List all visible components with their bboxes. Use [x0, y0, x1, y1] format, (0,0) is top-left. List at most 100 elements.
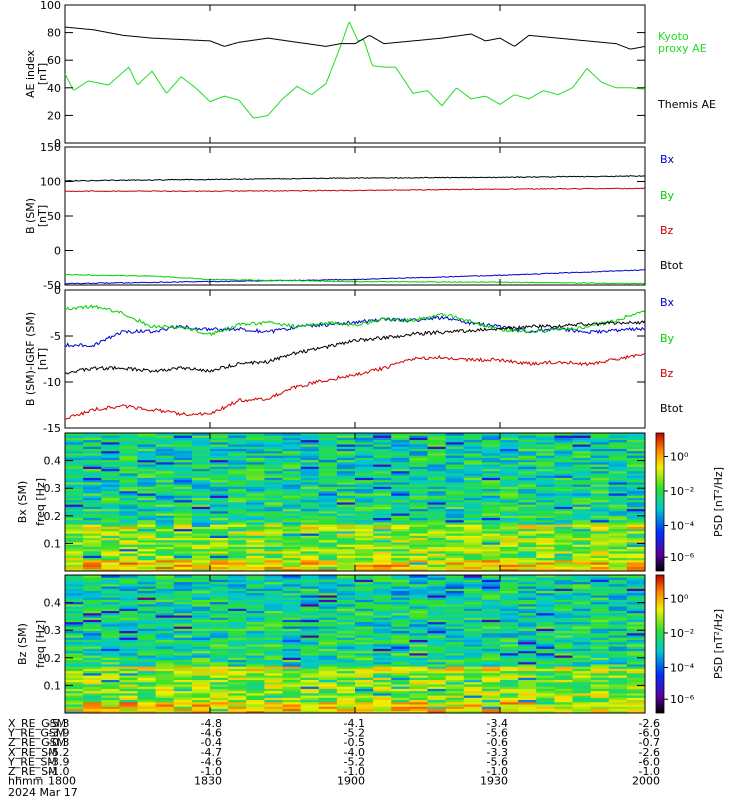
spectrogram-cell [137, 699, 157, 703]
spectrogram-cell [336, 708, 356, 712]
spectrogram-cell [155, 477, 175, 481]
spectrogram-cell [445, 668, 465, 672]
spectrogram-cell [137, 599, 157, 603]
series-line-3 [64, 320, 646, 375]
spectrogram-cell [264, 692, 283, 696]
spectrogram-cell [626, 510, 646, 514]
spectrogram-cell [300, 526, 320, 530]
spectrogram-cell [355, 433, 374, 436]
spectrogram-cell [65, 444, 84, 447]
spectrogram-cell [65, 641, 84, 645]
spectrogram-cell [427, 690, 447, 694]
spectrogram-cell [445, 437, 465, 441]
spectrogram-cell [554, 619, 573, 623]
spectrogram-cell [590, 504, 610, 507]
spectrogram-cell [191, 553, 211, 556]
spectrogram-cell [282, 519, 302, 523]
spectrogram-cell [318, 455, 338, 458]
spectrogram-cell [463, 646, 483, 649]
spectrogram-cell [536, 608, 555, 612]
spectrogram-cell [481, 632, 501, 636]
spectrogram-cell [282, 555, 302, 559]
spectrogram-cell [355, 528, 374, 532]
spectrogram-cell [536, 641, 555, 645]
spectrogram-cell [155, 690, 175, 694]
spectrogram-cell [463, 548, 483, 552]
spectrogram-cell [373, 468, 392, 472]
spectrogram-cell [445, 528, 465, 532]
spectrogram-cell [536, 666, 555, 669]
spectrogram-cell [409, 444, 428, 447]
spectrogram-cell [518, 490, 537, 494]
spectrogram-cell [608, 706, 628, 709]
spectrogram-cell [228, 659, 247, 663]
spectrogram-cell [590, 606, 610, 609]
spectrogram-cell [409, 679, 428, 683]
spectrogram-cell [300, 695, 320, 698]
spectrogram-cell [373, 704, 392, 707]
spectrogram-cell [264, 639, 283, 643]
spectrogram-cell [246, 664, 265, 667]
spectrogram-cell [445, 550, 465, 554]
spectrogram-cell [536, 692, 555, 696]
spectrogram-cell [173, 628, 193, 632]
spectrogram-cell [282, 546, 302, 550]
spectrogram-cell [155, 615, 175, 618]
spectrogram-cell [500, 686, 519, 689]
spectrogram-cell [481, 457, 501, 461]
spectrogram-cell [608, 664, 628, 667]
spectrogram-cell [572, 684, 592, 687]
spectrogram-cell [626, 468, 646, 472]
spectrogram-cell [191, 433, 211, 436]
spectrogram-cell [300, 439, 320, 443]
spectrogram-cell [554, 555, 573, 559]
spectrogram-cell [355, 490, 374, 494]
spectrogram-cell [137, 590, 157, 594]
spectrogram-cell [518, 686, 537, 689]
spectrogram-cell [155, 621, 175, 625]
spectrogram-cell [300, 670, 320, 674]
spectrogram-cell [608, 595, 628, 598]
spectrogram-cell [536, 517, 555, 521]
spectrogram-cell [373, 450, 392, 454]
spectrogram-cell [264, 497, 283, 501]
spectrogram-cell [246, 559, 265, 563]
spectrogram-cell [336, 681, 356, 685]
spectrogram-cell [373, 710, 392, 714]
spectrogram-cell [373, 586, 392, 589]
spectrogram-cell [264, 661, 283, 665]
spectrogram-cell [391, 710, 410, 714]
spectrogram-cell [427, 446, 447, 449]
spectrogram-cell [355, 557, 374, 561]
spectrogram-cell [590, 555, 610, 559]
spectrogram-cell [155, 555, 175, 559]
spectrogram-cell [119, 479, 138, 483]
spectrogram-cell [210, 632, 229, 636]
spectrogram-cell [264, 493, 283, 496]
spectrogram-cell [65, 706, 84, 709]
spectrogram-cell [228, 695, 247, 698]
spectrogram-cell [282, 681, 302, 685]
spectrogram-cell [373, 486, 392, 490]
spectrogram-cell [572, 659, 592, 663]
spectrogram-cell [481, 544, 501, 547]
spectrogram-cell [463, 630, 483, 634]
spectrogram-cell [463, 641, 483, 645]
spectrogram-cell [191, 637, 211, 640]
spectrogram-cell [391, 597, 410, 600]
spectrogram-cell [173, 490, 193, 494]
spectrogram-cell [173, 579, 193, 583]
spectrogram-cell [65, 464, 84, 467]
spectrogram-cell [246, 522, 265, 525]
spectrogram-cell [336, 550, 356, 554]
ephemeris-value: -4.7 [201, 746, 222, 759]
spectrogram-cell [536, 493, 555, 496]
spectrogram-cell [608, 495, 628, 498]
spectrogram-cell [119, 704, 138, 707]
spectrogram-cell [500, 477, 519, 481]
ephemeris-row-label: Y_RE_GSM [7, 727, 65, 740]
spectrogram-cell [554, 588, 573, 591]
cbar-tick-label: 10⁻² [670, 627, 694, 640]
spectrogram-cell [210, 513, 229, 516]
spectrogram-cell [336, 544, 356, 547]
